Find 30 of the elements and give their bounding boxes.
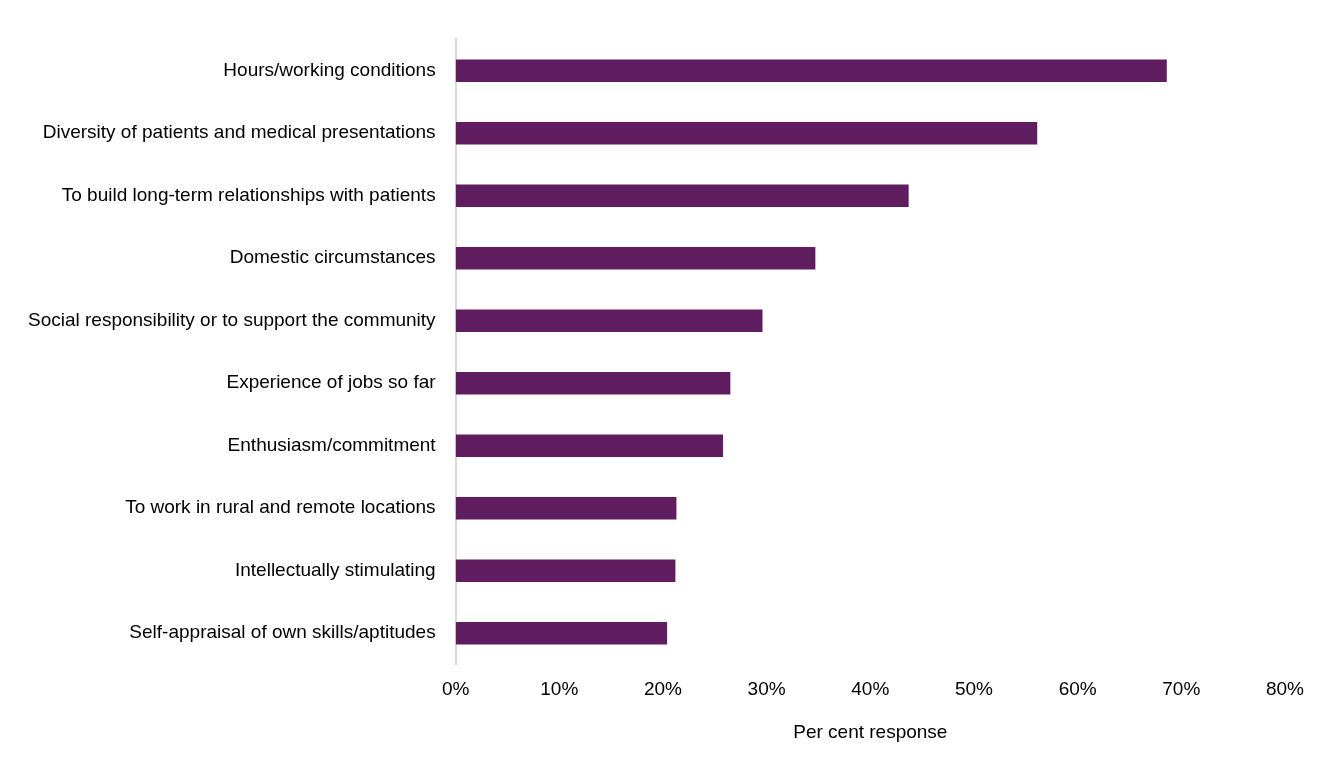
x-tick-label: 50% [954, 678, 994, 700]
x-tick-label: 30% [747, 678, 786, 700]
y-tick-label: Hours/working conditions [223, 58, 436, 80]
x-axis-title: Per cent response [793, 720, 948, 742]
x-tick-label: 70% [1162, 678, 1201, 700]
x-tick-label: 40% [851, 678, 890, 700]
bar [455, 121, 1038, 145]
x-tick-label: 10% [540, 678, 579, 700]
x-tick-label: 20% [643, 678, 683, 700]
bar [455, 309, 763, 332]
y-tick-label: Diversity of patients and medical presentations [42, 121, 436, 143]
y-tick-label: Intellectually stimulating [234, 558, 436, 580]
bar [455, 184, 909, 207]
y-tick-label: Experience of jobs so far [226, 371, 437, 393]
y-tick-label: To build long-term relationships with patients [61, 183, 436, 205]
y-tick-label: Social responsibility or to support the community [27, 308, 437, 330]
y-tick-label: Domestic circumstances [229, 246, 436, 268]
bar [455, 559, 676, 582]
bar [455, 246, 816, 270]
x-tick-label: 80% [1265, 678, 1305, 700]
bar [455, 496, 677, 520]
bar [455, 621, 668, 645]
bar [455, 59, 1167, 82]
bar [455, 434, 724, 457]
bar [455, 371, 731, 395]
x-tick-label: 60% [1058, 678, 1097, 700]
x-tick-label: 0% [441, 678, 470, 700]
y-tick-label: Enthusiasm/commitment [227, 433, 437, 455]
y-tick-label: Self-appraisal of own skills/aptitudes [129, 621, 436, 643]
y-tick-label: To work in rural and remote locations [125, 496, 436, 518]
